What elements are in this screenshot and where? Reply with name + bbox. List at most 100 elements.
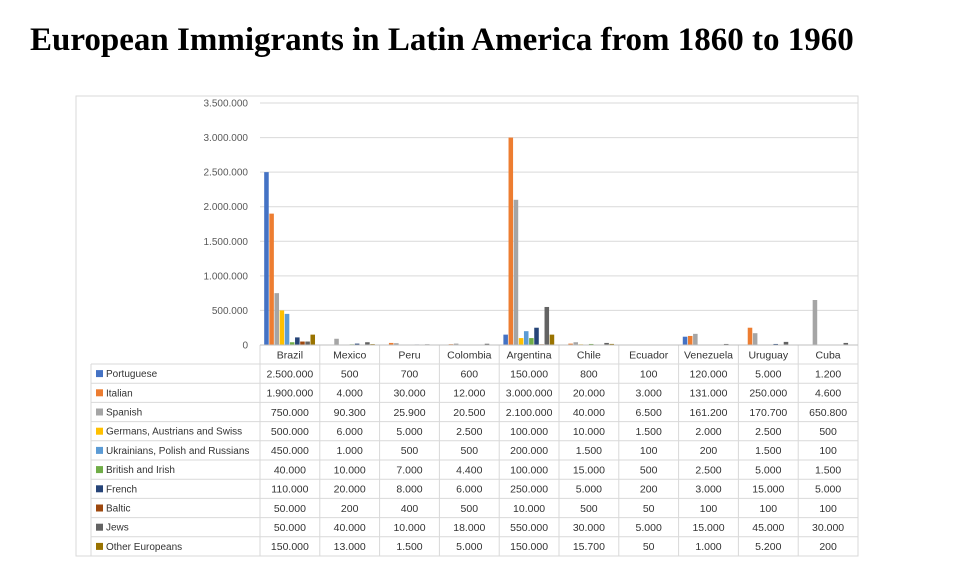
data-table-cell: 1.500 [815, 464, 841, 476]
data-table-cell: 250.000 [510, 484, 548, 496]
y-tick-label: 3.000.000 [204, 133, 249, 144]
bar [544, 306, 550, 345]
legend-key [96, 485, 103, 493]
data-table-cell: 500 [401, 445, 419, 457]
data-table-cell: 100 [819, 503, 837, 515]
category-label: Uruguay [748, 350, 788, 362]
chart-title: European Immigrants in Latin America fro… [30, 22, 854, 58]
bar [549, 334, 555, 345]
legend-label: British and Irish [106, 465, 175, 476]
data-table-cell: 5.000 [755, 368, 781, 380]
data-table-cell: 30.000 [573, 522, 605, 534]
data-table-cell: 2.500 [456, 426, 482, 438]
data-table-cell: 550.000 [510, 522, 548, 534]
data-table-cell: 500 [341, 368, 359, 380]
data-table-cell: 150.000 [271, 541, 309, 553]
bar [843, 342, 849, 345]
data-table-cell: 650.800 [809, 407, 847, 419]
bar [269, 213, 274, 345]
legend-key [96, 446, 103, 454]
bar [773, 343, 778, 345]
data-table-cell: 500 [819, 426, 837, 438]
data-table-cell: 20.000 [334, 484, 366, 496]
category-label: Peru [398, 350, 420, 362]
data-table-cell: 3.000 [636, 388, 662, 400]
y-tick-label: 3.500.000 [204, 99, 249, 110]
data-table-cell: 500.000 [271, 426, 309, 438]
legend-label: Jews [106, 523, 129, 534]
legend-label: Baltic [106, 504, 130, 515]
data-table-cell: 2.500 [695, 464, 721, 476]
bar [529, 338, 534, 345]
bar [305, 341, 310, 345]
legend-label: Portuguese [106, 369, 158, 380]
legend-key [96, 542, 103, 550]
bar [518, 338, 524, 345]
legend-label: Other Europeans [106, 542, 182, 553]
data-table-cell: 200 [640, 484, 658, 496]
data-table-cell: 8.000 [396, 484, 422, 496]
data-table-cell: 5.000 [576, 484, 602, 496]
data-table-cell: 2.500 [755, 426, 781, 438]
bar [747, 327, 753, 345]
data-table-cell: 200 [341, 503, 359, 515]
bar [812, 300, 818, 345]
data-table-cell: 150.000 [510, 541, 548, 553]
data-table-cell: 10.000 [393, 522, 425, 534]
data-table-cell: 4.400 [456, 464, 482, 476]
bar [484, 343, 490, 345]
bar [300, 341, 305, 345]
bar [604, 342, 609, 345]
data-table-cell: 1.500 [396, 541, 422, 553]
data-table-cell: 12.000 [453, 388, 485, 400]
bar [534, 327, 539, 345]
bar [508, 137, 514, 345]
data-table-cell: 20.500 [453, 407, 485, 419]
bar [523, 331, 529, 345]
legend-label: Spanish [106, 408, 142, 419]
data-table-cell: 6.500 [636, 407, 662, 419]
bar [388, 342, 394, 345]
y-tick-label: 1.000.000 [204, 271, 249, 282]
y-tick-label: 2.500.000 [204, 168, 249, 179]
bar [693, 333, 698, 345]
data-table-cell: 600 [461, 368, 479, 380]
data-table-cell: 30.000 [812, 522, 844, 534]
data-table-cell: 45.000 [752, 522, 784, 534]
data-table-cell: 40.000 [274, 464, 306, 476]
data-table-cell: 500 [640, 464, 658, 476]
data-table-cell: 50 [643, 541, 655, 553]
bar [503, 334, 508, 345]
data-table-cell: 161.200 [690, 407, 728, 419]
data-table-cell: 25.900 [393, 407, 425, 419]
legend-key [96, 504, 103, 512]
y-tick-label: 500.000 [212, 306, 249, 317]
data-table-cell: 400 [401, 503, 419, 515]
bar [723, 343, 729, 345]
data-table-cell: 1.900.000 [267, 388, 314, 400]
data-table-cell: 200 [819, 541, 837, 553]
category-label: Colombia [447, 350, 492, 362]
data-table-cell: 150.000 [510, 368, 548, 380]
data-table-cell: 100.000 [510, 426, 548, 438]
category-label: Chile [577, 350, 601, 362]
bar [783, 341, 789, 345]
bar [365, 342, 370, 345]
data-table-cell: 50.000 [274, 503, 306, 515]
data-table-cell: 3.000 [695, 484, 721, 496]
data-table-cell: 50.000 [274, 522, 306, 534]
category-label: Brazil [277, 350, 303, 362]
data-table-cell: 700 [401, 368, 419, 380]
data-table-cell: 5.000 [456, 541, 482, 553]
bar [752, 333, 758, 345]
y-tick-label: 2.000.000 [204, 202, 249, 213]
data-table-cell: 2.100.000 [506, 407, 553, 419]
data-table-cell: 6.000 [456, 484, 482, 496]
data-table-cell: 6.000 [337, 426, 363, 438]
data-table-cell: 5.000 [815, 484, 841, 496]
bar [284, 313, 290, 345]
data-table-cell: 10.000 [573, 426, 605, 438]
bar [513, 199, 519, 345]
category-label: Ecuador [629, 350, 669, 362]
